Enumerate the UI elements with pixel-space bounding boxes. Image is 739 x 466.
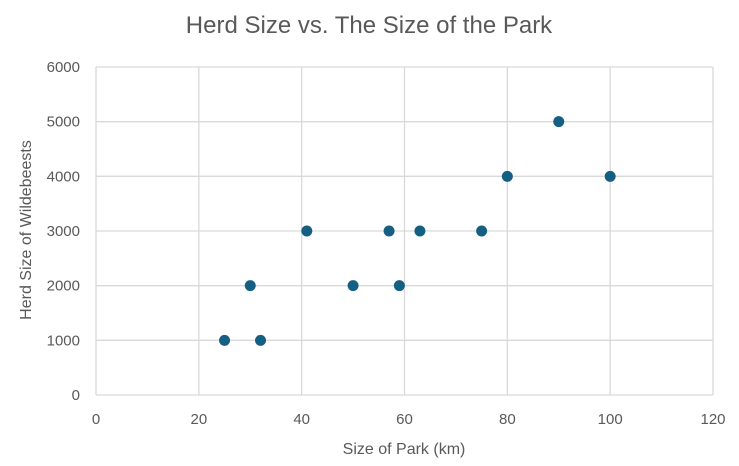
data-point [553,116,565,128]
x-tick-label: 60 [396,411,413,428]
tick-labels: 0 1000 2000 3000 4000 5000 6000 0 20 40 60 80 100 120 [47,59,726,428]
x-tick-label: 0 [92,411,100,428]
y-tick-label: 1000 [47,332,80,349]
y-tick-label: 0 [72,387,80,404]
data-point [347,280,359,292]
data-point [383,225,395,237]
data-point [244,280,256,292]
x-tick-label: 40 [293,411,310,428]
x-tick-label: 20 [190,411,207,428]
y-tick-label: 3000 [47,223,80,240]
data-point [476,225,488,237]
chart-title: Herd Size vs. The Size of the Park [186,12,553,39]
data-point [501,170,513,182]
y-tick-label: 2000 [47,278,80,295]
x-tick-label: 100 [598,411,623,428]
x-tick-label: 120 [700,411,725,428]
y-tick-label: 6000 [47,59,80,76]
data-point [219,334,231,346]
gridlines [95,66,714,396]
data-point [604,170,616,182]
data-point [301,225,313,237]
data-points [219,116,616,346]
data-point [393,280,405,292]
y-axis-label: Herd Size of Wildebeests [18,140,35,320]
x-tick-label: 80 [499,411,516,428]
x-axis-label: Size of Park (km) [343,441,466,458]
data-point [414,225,426,237]
y-tick-label: 5000 [47,114,80,131]
data-point [255,334,267,346]
y-tick-label: 4000 [47,168,80,185]
